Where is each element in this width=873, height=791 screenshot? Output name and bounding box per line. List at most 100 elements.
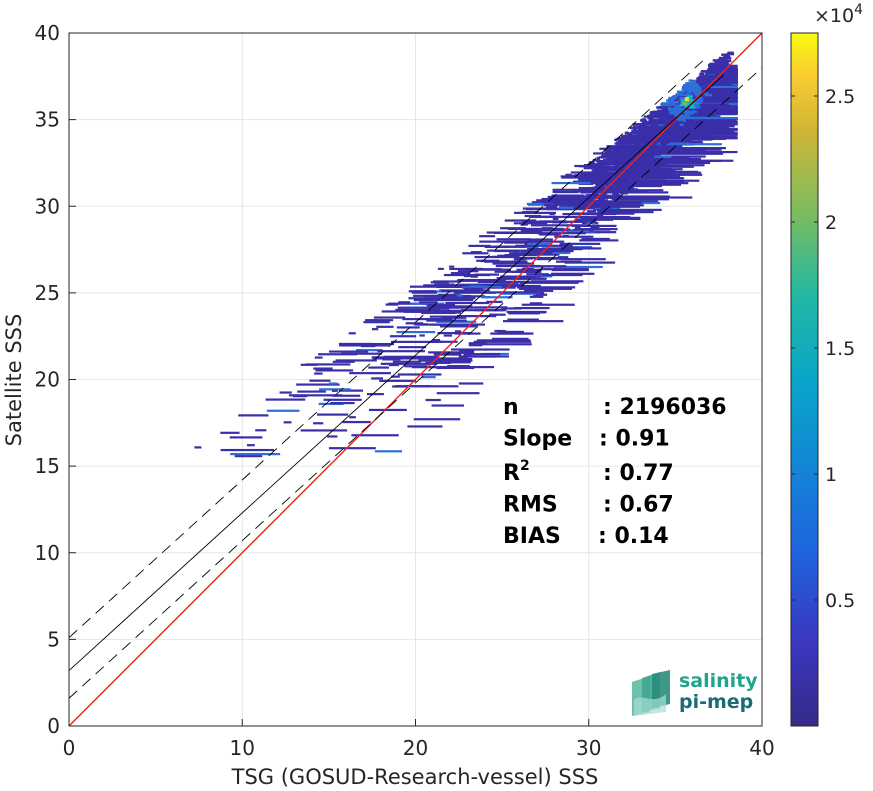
- density-cell: [684, 111, 691, 114]
- density-cell: [611, 198, 670, 201]
- density-cell: [283, 421, 292, 424]
- density-cell: [648, 132, 656, 136]
- density-cell: [665, 140, 703, 143]
- density-cell: [419, 334, 425, 337]
- density-cell: [425, 361, 452, 364]
- density-cell: [468, 244, 485, 247]
- colorbar-tick-label: 2.5: [825, 86, 855, 108]
- density-cell: [348, 332, 356, 335]
- density-cell: [600, 211, 636, 214]
- density-cell: [632, 155, 640, 159]
- density-cell: [700, 92, 709, 95]
- density-cell: [617, 196, 693, 199]
- density-cell: [631, 135, 635, 139]
- density-peak: [684, 97, 689, 102]
- density-cell: [629, 140, 636, 143]
- density-cell: [671, 116, 678, 120]
- colorbar: [790, 32, 819, 727]
- density-cell: [653, 113, 658, 116]
- density-cell: [623, 164, 630, 168]
- density-cell: [676, 126, 682, 129]
- density-cell: [681, 99, 738, 103]
- density-cell: [230, 453, 281, 456]
- density-cell: [620, 141, 627, 145]
- density-cell: [514, 311, 546, 314]
- density-cell: [661, 120, 669, 123]
- density-cell: [523, 289, 554, 292]
- density-cell: [609, 184, 615, 188]
- density-cell: [409, 285, 443, 288]
- density-cell: [331, 389, 338, 392]
- density-cell: [649, 155, 655, 158]
- density-cell: [666, 131, 674, 135]
- density-cell: [589, 201, 593, 204]
- density-cell: [707, 81, 738, 84]
- density-cell: [460, 309, 507, 312]
- density-cell: [723, 61, 729, 65]
- density-cell: [423, 294, 472, 298]
- density-cell: [402, 317, 453, 321]
- line-identity: [69, 33, 762, 726]
- density-cell: [625, 169, 632, 172]
- density-cell: [578, 180, 618, 183]
- density-cell: [410, 302, 445, 305]
- density-cell: [588, 228, 593, 231]
- colorbar-exponent: ×104: [814, 2, 863, 27]
- density-cell: [687, 90, 691, 93]
- density-cell: [686, 87, 694, 90]
- density-cell: [725, 54, 730, 57]
- density-cell: [443, 334, 453, 337]
- density-cell: [497, 245, 526, 248]
- density-cell: [489, 313, 506, 316]
- density-cell: [667, 106, 671, 110]
- stat-label-sup: 2: [520, 458, 530, 474]
- y-axis-ticks: 0 5 10 15 20 25 30 35 40: [35, 21, 76, 738]
- density-cell: [411, 366, 460, 369]
- density-cell: [592, 181, 600, 184]
- density-cell: [618, 173, 626, 177]
- density-cell: [495, 264, 541, 268]
- density-cell: [426, 304, 456, 307]
- density-cell: [477, 280, 524, 284]
- density-cell: [553, 265, 603, 269]
- density-cell: [725, 59, 732, 63]
- density-cell: [651, 124, 673, 127]
- density-cell: [441, 316, 467, 319]
- density-cell: [663, 140, 671, 144]
- density-cell: [615, 154, 621, 158]
- density-cell: [716, 78, 720, 81]
- density-cell: [363, 321, 390, 324]
- density-cell: [601, 203, 607, 207]
- density-cell: [368, 408, 407, 412]
- density-cell: [668, 112, 676, 115]
- density-cell: [694, 103, 700, 107]
- density-cell: [667, 134, 706, 137]
- density-cell: [623, 183, 627, 187]
- density-cell: [296, 383, 340, 386]
- density-cell: [292, 395, 308, 398]
- colorbar-ticks: 0.5 1 1.5 2 2.5: [791, 86, 855, 612]
- density-cell: [615, 142, 623, 145]
- density-cell: [622, 137, 630, 140]
- density-cell: [608, 204, 644, 207]
- stat-value: : 2196036: [603, 395, 727, 420]
- stat-value: : 0.67: [603, 493, 674, 518]
- density-cell: [606, 202, 614, 206]
- density-cell: [604, 208, 611, 211]
- density-cell: [612, 192, 616, 195]
- density-cell: [625, 131, 629, 134]
- density-cell: [630, 181, 634, 184]
- density-cell: [589, 198, 595, 201]
- density-cell: [521, 303, 575, 306]
- density-cell: [616, 169, 623, 173]
- density-cell: [458, 355, 495, 358]
- density-cell: [706, 89, 713, 93]
- density-cell: [490, 291, 537, 294]
- density-cell: [690, 86, 699, 89]
- density-cell: [650, 111, 655, 114]
- density-cell: [631, 176, 638, 180]
- density-cell: [635, 177, 683, 180]
- density-cell: [632, 183, 682, 186]
- y-tick-label: 20: [35, 368, 60, 392]
